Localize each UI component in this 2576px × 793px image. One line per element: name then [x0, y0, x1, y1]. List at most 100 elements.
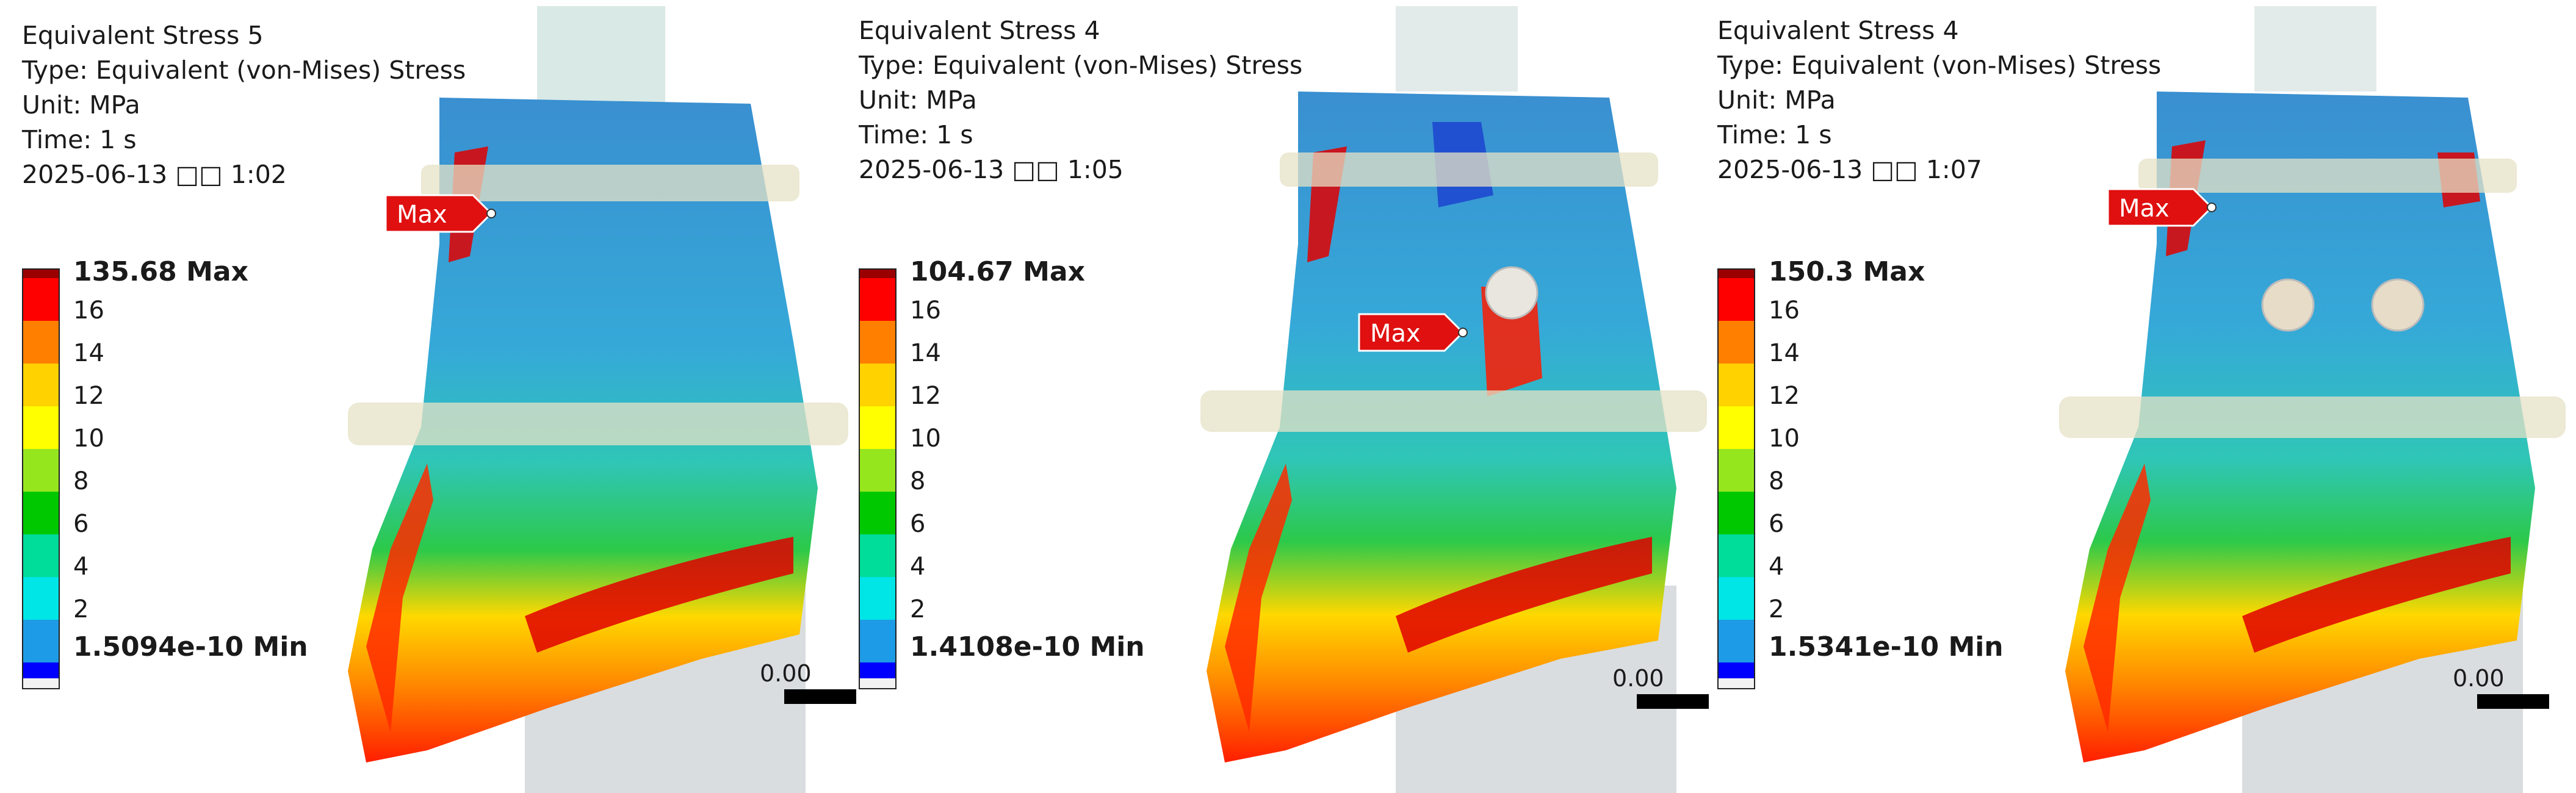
color-legend[interactable]: 135.68 Max 16 14 12 10 8 6 4 2 1.5094e-1…: [22, 256, 364, 689]
scale-bar: [1637, 694, 1709, 709]
stress-contour-view[interactable]: Max: [0, 0, 859, 793]
legend-tick: 12: [73, 382, 104, 410]
screw-lower: [1200, 390, 1707, 432]
legend-tick: 2: [1769, 595, 1784, 623]
color-band: [859, 321, 897, 364]
color-band: [859, 577, 897, 620]
legend-tick: 16: [73, 296, 104, 325]
screw-hole: [2371, 278, 2425, 332]
color-bar: [859, 268, 897, 689]
bone-shaft: [2254, 6, 2376, 92]
result-timestamp: 2025-06-13 □□ 1:02: [22, 160, 287, 189]
max-probe[interactable]: Max: [384, 194, 496, 233]
stress-hotspot: [1225, 464, 1292, 732]
color-band: [1717, 406, 1755, 449]
result-unit: Unit: MPa: [1717, 85, 1836, 115]
legend-tick: 4: [910, 553, 926, 581]
color-band: [1717, 449, 1755, 492]
color-band: [859, 620, 897, 662]
screw-hole: [1485, 266, 1539, 320]
color-band: [859, 406, 897, 449]
legend-tick: 16: [910, 296, 941, 325]
screw-upper: [421, 165, 799, 201]
color-band: [22, 577, 60, 620]
color-band: [859, 278, 897, 321]
color-band: [859, 492, 897, 534]
max-probe[interactable]: Max: [2107, 188, 2217, 227]
color-band: [1717, 620, 1755, 662]
scale-label: 0.00: [760, 660, 812, 687]
color-band: [22, 278, 60, 321]
legend-min-value: 1.4108e-10 Min: [910, 631, 1145, 662]
color-band: [1717, 321, 1755, 364]
result-timestamp: 2025-06-13 □□ 1:07: [1717, 155, 1982, 184]
color-band: [1717, 278, 1755, 321]
result-timestamp: 2025-06-13 □□ 1:05: [859, 155, 1124, 184]
result-info: Equivalent Stress 4 Type: Equivalent (vo…: [1717, 13, 2161, 187]
legend-tick: 10: [1769, 425, 1800, 453]
legend-tick: 10: [910, 425, 941, 453]
scale-ruler: 0.00: [2453, 665, 2549, 709]
result-time: Time: 1 s: [22, 125, 137, 154]
result-unit: Unit: MPa: [22, 90, 140, 120]
legend-max-value: 135.68 Max: [73, 256, 248, 287]
color-band: [859, 678, 897, 689]
stress-hotspot: [2084, 464, 2151, 732]
max-probe[interactable]: Max: [1358, 313, 1468, 352]
stress-contour-view[interactable]: Max: [859, 0, 1717, 793]
max-probe-label: Max: [1370, 320, 1421, 348]
legend-max-value: 150.3 Max: [1769, 256, 1925, 287]
result-type: Type: Equivalent (von-Mises) Stress: [1717, 51, 2162, 80]
color-band: [859, 662, 897, 678]
color-band: [1717, 364, 1755, 406]
scale-label: 0.00: [2453, 665, 2505, 692]
color-band: [22, 321, 60, 364]
legend-tick: 2: [73, 595, 89, 623]
screw-upper: [1280, 152, 1658, 187]
color-band: [1717, 534, 1755, 577]
color-band: [1717, 678, 1755, 689]
result-panel-2: Max Equivalent Stress 4 Type: Equivalent…: [859, 0, 1717, 793]
result-time: Time: 1 s: [859, 120, 973, 149]
legend-tick: 12: [910, 382, 941, 410]
color-band: [22, 678, 60, 689]
max-probe-label: Max: [2119, 195, 2170, 223]
color-band: [859, 268, 897, 278]
color-band: [1717, 662, 1755, 678]
result-info: Equivalent Stress 4 Type: Equivalent (vo…: [859, 13, 1302, 187]
color-band: [22, 534, 60, 577]
color-band: [859, 534, 897, 577]
result-title: Equivalent Stress 4: [1717, 16, 1959, 45]
bone-shaft: [1396, 6, 1518, 92]
color-band: [22, 268, 60, 278]
color-legend[interactable]: 104.67 Max 16 14 12 10 8 6 4 2 1.4108e-1…: [859, 256, 1200, 689]
screw-upper: [2138, 159, 2517, 193]
color-band: [859, 364, 897, 406]
legend-min-value: 1.5341e-10 Min: [1769, 631, 2004, 662]
result-time: Time: 1 s: [1717, 120, 1832, 149]
scale-ruler: 0.00: [760, 660, 856, 704]
color-band: [22, 449, 60, 492]
result-info: Equivalent Stress 5 Type: Equivalent (vo…: [22, 18, 466, 192]
stress-hotspot: [1396, 537, 1652, 653]
color-band: [22, 492, 60, 534]
color-band: [859, 449, 897, 492]
color-bar: [22, 268, 60, 689]
color-band: [1717, 577, 1755, 620]
color-band: [22, 662, 60, 678]
legend-tick: 8: [910, 467, 926, 495]
result-title: Equivalent Stress 4: [859, 16, 1100, 45]
screw-hole: [2261, 278, 2315, 332]
scale-ruler: 0.00: [1612, 665, 1709, 709]
legend-tick: 14: [73, 339, 104, 367]
legend-tick: 12: [1769, 382, 1800, 410]
screw-lower: [2059, 396, 2566, 438]
stress-contour-view[interactable]: Max: [1717, 0, 2576, 793]
color-band: [22, 620, 60, 662]
scale-label: 0.00: [1612, 665, 1664, 692]
legend-tick: 6: [73, 510, 89, 538]
color-band: [1717, 268, 1755, 278]
color-legend[interactable]: 150.3 Max 16 14 12 10 8 6 4 2 1.5341e-10…: [1717, 256, 2059, 689]
result-type: Type: Equivalent (von-Mises) Stress: [859, 51, 1303, 80]
result-unit: Unit: MPa: [859, 85, 977, 115]
